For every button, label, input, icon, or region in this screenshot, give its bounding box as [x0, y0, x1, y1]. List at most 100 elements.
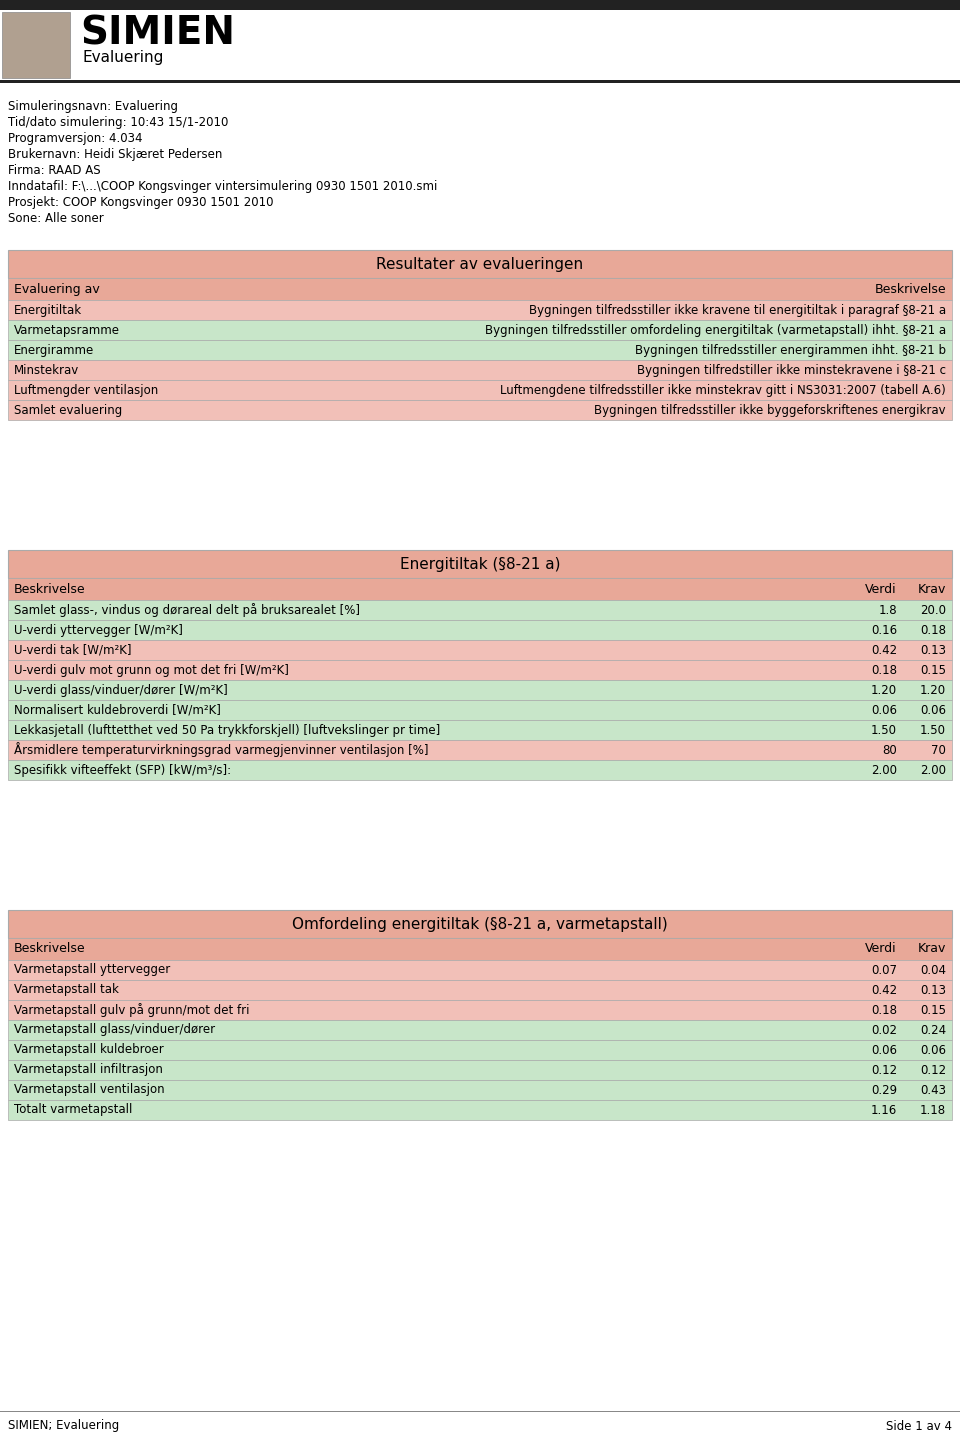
- Bar: [8, 600, 952, 621]
- Bar: [8, 660, 952, 680]
- Text: 0.18: 0.18: [920, 624, 946, 636]
- Bar: [8, 1060, 952, 1080]
- Text: Beskrivelse: Beskrivelse: [875, 282, 946, 295]
- Bar: [8, 621, 952, 639]
- Text: Energitiltak: Energitiltak: [14, 304, 83, 317]
- Bar: [8, 380, 952, 400]
- Bar: [8, 577, 952, 600]
- Text: Verdi: Verdi: [865, 583, 897, 596]
- Bar: [8, 1100, 952, 1120]
- Bar: [8, 740, 952, 760]
- Bar: [2, 12, 70, 78]
- Text: Minstekrav: Minstekrav: [14, 363, 80, 376]
- Text: 0.18: 0.18: [871, 664, 897, 677]
- Text: Side 1 av 4: Side 1 av 4: [886, 1420, 952, 1433]
- Bar: [8, 360, 952, 380]
- Text: SIMIEN: SIMIEN: [80, 14, 235, 52]
- Text: 0.12: 0.12: [920, 1064, 946, 1077]
- Bar: [8, 300, 952, 320]
- Text: Omfordeling energitiltak (§8-21 a, varmetapstall): Omfordeling energitiltak (§8-21 a, varme…: [292, 916, 668, 932]
- Bar: [8, 680, 952, 700]
- Text: 0.02: 0.02: [871, 1024, 897, 1037]
- Text: 0.07: 0.07: [871, 963, 897, 976]
- Bar: [8, 320, 952, 340]
- Text: 80: 80: [882, 743, 897, 756]
- Text: Inndatafil: F:\...\COOP Kongsvinger vintersimulering 0930 1501 2010.smi: Inndatafil: F:\...\COOP Kongsvinger vint…: [8, 180, 438, 193]
- Bar: [0, 1413, 960, 1440]
- Bar: [8, 760, 952, 780]
- Bar: [8, 910, 952, 937]
- Bar: [0, 81, 960, 84]
- Text: Evaluering av: Evaluering av: [14, 282, 100, 295]
- Text: 1.50: 1.50: [871, 723, 897, 736]
- Text: 0.15: 0.15: [920, 1004, 946, 1017]
- Bar: [8, 400, 952, 420]
- Bar: [8, 639, 952, 660]
- Text: 0.43: 0.43: [920, 1083, 946, 1096]
- Text: Luftmengdene tilfredsstiller ikke minstekrav gitt i NS3031:2007 (tabell A.6): Luftmengdene tilfredsstiller ikke minste…: [500, 383, 946, 396]
- Text: 0.06: 0.06: [871, 704, 897, 717]
- Text: Brukernavn: Heidi Skjæret Pedersen: Brukernavn: Heidi Skjæret Pedersen: [8, 148, 223, 161]
- Text: Tid/dato simulering: 10:43 15/1-2010: Tid/dato simulering: 10:43 15/1-2010: [8, 117, 228, 130]
- Bar: [8, 999, 952, 1020]
- Bar: [0, 10, 960, 81]
- Text: Programversjon: 4.034: Programversjon: 4.034: [8, 132, 142, 145]
- Text: Varmetapstall tak: Varmetapstall tak: [14, 984, 119, 996]
- Bar: [8, 981, 952, 999]
- Text: Normalisert kuldebroverdi [W/m²K]: Normalisert kuldebroverdi [W/m²K]: [14, 704, 221, 717]
- Text: Krav: Krav: [918, 583, 946, 596]
- Text: 70: 70: [931, 743, 946, 756]
- Text: Varmetapstall infiltrasjon: Varmetapstall infiltrasjon: [14, 1064, 163, 1077]
- Bar: [8, 1080, 952, 1100]
- Text: Sone: Alle soner: Sone: Alle soner: [8, 212, 104, 225]
- Text: 1.18: 1.18: [920, 1103, 946, 1116]
- Text: 0.12: 0.12: [871, 1064, 897, 1077]
- Bar: [8, 937, 952, 960]
- Bar: [8, 278, 952, 300]
- Text: Samlet glass-, vindus og dørareal delt på bruksarealet [%]: Samlet glass-, vindus og dørareal delt p…: [14, 603, 360, 616]
- Text: 0.29: 0.29: [871, 1083, 897, 1096]
- Text: Bygningen tilfredsstiller ikke byggeforskriftenes energikrav: Bygningen tilfredsstiller ikke byggefors…: [594, 403, 946, 416]
- Text: Bygningen tilfredstiller ikke minstekravene i §8-21 c: Bygningen tilfredstiller ikke minstekrav…: [637, 363, 946, 376]
- Text: Varmetapsramme: Varmetapsramme: [14, 324, 120, 337]
- Text: Samlet evaluering: Samlet evaluering: [14, 403, 122, 416]
- Text: U-verdi yttervegger [W/m²K]: U-verdi yttervegger [W/m²K]: [14, 624, 182, 636]
- Text: 0.06: 0.06: [920, 1044, 946, 1057]
- Text: 0.06: 0.06: [871, 1044, 897, 1057]
- Bar: [0, 0, 960, 10]
- Text: 0.18: 0.18: [871, 1004, 897, 1017]
- Text: Firma: RAAD AS: Firma: RAAD AS: [8, 164, 101, 177]
- Text: 0.06: 0.06: [920, 704, 946, 717]
- Text: 0.04: 0.04: [920, 963, 946, 976]
- Text: 20.0: 20.0: [920, 603, 946, 616]
- Bar: [8, 1040, 952, 1060]
- Text: 0.42: 0.42: [871, 984, 897, 996]
- Bar: [8, 1020, 952, 1040]
- Text: Simuleringsnavn: Evaluering: Simuleringsnavn: Evaluering: [8, 99, 178, 112]
- Text: Verdi: Verdi: [865, 943, 897, 956]
- Text: 1.20: 1.20: [871, 684, 897, 697]
- Text: 1.8: 1.8: [878, 603, 897, 616]
- Text: Lekkasjetall (lufttetthet ved 50 Pa trykkforskjell) [luftvekslinger pr time]: Lekkasjetall (lufttetthet ved 50 Pa tryk…: [14, 723, 441, 736]
- Text: Varmetapstall gulv på grunn/mot det fri: Varmetapstall gulv på grunn/mot det fri: [14, 1004, 250, 1017]
- Text: Spesifikk vifteeffekt (SFP) [kW/m³/s]:: Spesifikk vifteeffekt (SFP) [kW/m³/s]:: [14, 763, 231, 776]
- Bar: [8, 550, 952, 577]
- Text: Energitiltak (§8-21 a): Energitiltak (§8-21 a): [399, 556, 561, 572]
- Text: 1.20: 1.20: [920, 684, 946, 697]
- Text: 1.16: 1.16: [871, 1103, 897, 1116]
- Bar: [8, 720, 952, 740]
- Text: 1.50: 1.50: [920, 723, 946, 736]
- Text: 0.24: 0.24: [920, 1024, 946, 1037]
- Text: 2.00: 2.00: [920, 763, 946, 776]
- Text: Varmetapstall yttervegger: Varmetapstall yttervegger: [14, 963, 170, 976]
- Text: Prosjekt: COOP Kongsvinger 0930 1501 2010: Prosjekt: COOP Kongsvinger 0930 1501 201…: [8, 196, 274, 209]
- Text: Luftmengder ventilasjon: Luftmengder ventilasjon: [14, 383, 158, 396]
- Text: 0.13: 0.13: [920, 644, 946, 657]
- Text: Beskrivelse: Beskrivelse: [14, 583, 85, 596]
- Text: SIMIEN; Evaluering: SIMIEN; Evaluering: [8, 1420, 119, 1433]
- Text: Bygningen tilfredsstiller ikke kravene til energitiltak i paragraf §8-21 a: Bygningen tilfredsstiller ikke kravene t…: [529, 304, 946, 317]
- Text: Energiramme: Energiramme: [14, 344, 94, 357]
- Text: Varmetapstall kuldebroer: Varmetapstall kuldebroer: [14, 1044, 164, 1057]
- Text: Resultater av evalueringen: Resultater av evalueringen: [376, 256, 584, 272]
- Bar: [8, 960, 952, 981]
